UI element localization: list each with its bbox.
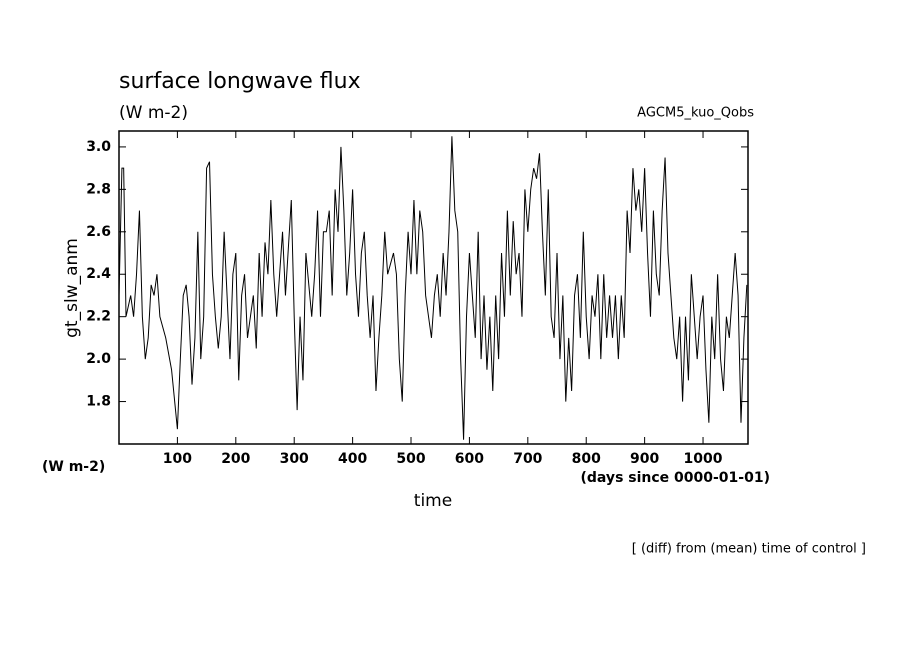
- x-axis-label: time: [414, 491, 452, 511]
- x-tick-label: 800: [572, 451, 601, 467]
- y-tick-label: 3.0: [86, 139, 111, 155]
- footnote: [ (diff) from (mean) time of control ]: [632, 542, 866, 557]
- y-tick-label: 1.8: [86, 394, 111, 410]
- x-tick-label: 400: [338, 451, 367, 467]
- chart-subtitle: (W m-2): [119, 103, 188, 123]
- x-tick-label: 700: [513, 451, 542, 467]
- experiment-label: AGCM5_kuo_Qobs: [637, 106, 754, 121]
- y-tick-label: 2.6: [86, 224, 111, 240]
- y-units-label: (W m-2): [42, 459, 105, 475]
- x-units-label: (days since 0000-01-01): [581, 470, 771, 486]
- x-tick-label: 100: [163, 451, 192, 467]
- x-tick-label: 300: [280, 451, 309, 467]
- x-tick-label: 900: [630, 451, 659, 467]
- y-tick-label: 2.0: [86, 351, 111, 367]
- x-tick-label: 500: [396, 451, 425, 467]
- x-tick-label: 1000: [684, 451, 723, 467]
- x-tick-label: 200: [221, 451, 250, 467]
- y-tick-label: 2.2: [86, 309, 111, 325]
- y-axis-label: gt_slw_anm: [62, 238, 82, 338]
- x-tick-label: 600: [455, 451, 484, 467]
- y-tick-label: 2.4: [86, 266, 111, 282]
- y-tick-label: 2.8: [86, 181, 111, 197]
- chart-title: surface longwave flux: [119, 69, 361, 94]
- data-line: [118, 136, 748, 440]
